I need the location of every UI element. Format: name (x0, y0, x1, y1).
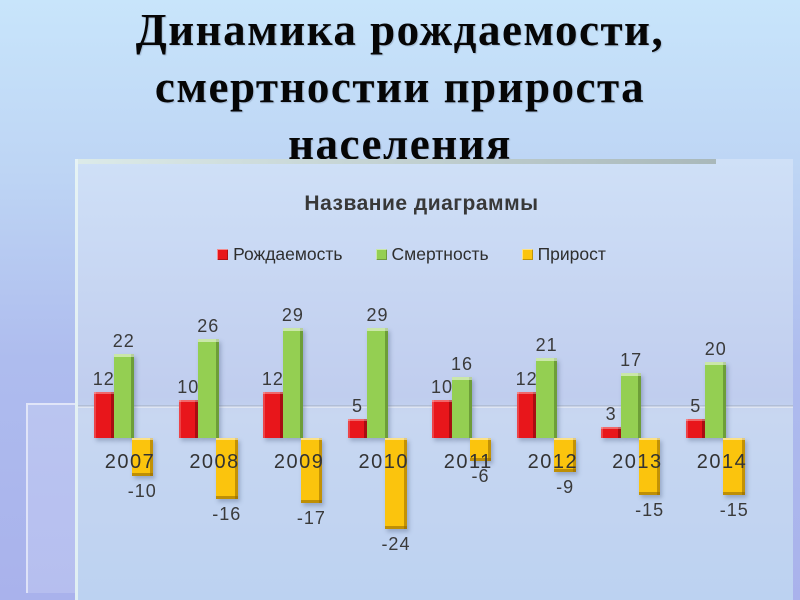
bar-growth-2014 (723, 438, 745, 495)
bar-death-2011 (451, 377, 473, 438)
value-label-growth-2010: -24 (381, 534, 411, 555)
category-label-2013: 2013 (612, 451, 663, 473)
bar-death-2010 (367, 327, 388, 438)
legend-swatch-birth (217, 249, 229, 260)
value-label-death-2009: 29 (281, 304, 304, 325)
bar-birth-2014 (685, 419, 706, 438)
bar-growth-2012 (554, 438, 576, 473)
value-label-death-2010: 29 (366, 304, 389, 325)
slide-title-line-1: Динамика рождаемости, (135, 5, 665, 55)
bar-growth-2007 (131, 438, 153, 476)
chart-legend: Рождаемость Смертность Прирост (54, 244, 769, 265)
bar-birth-2008 (178, 400, 199, 438)
bar-birth-2012 (516, 392, 537, 438)
bar-birth-2010 (347, 419, 368, 438)
category-label-2014: 2014 (696, 451, 748, 473)
bar-growth-2011 (469, 438, 492, 461)
chart-title: Название диаграммы (304, 192, 539, 215)
bar-death-2012 (536, 358, 557, 438)
chart-floor-glow (78, 408, 793, 600)
bar-death-2014 (705, 362, 726, 438)
legend-item-birth: Рождаемость (217, 244, 343, 265)
value-label-growth-2007: -10 (127, 481, 157, 501)
bar-birth-2007 (94, 392, 114, 438)
value-label-death-2008: 26 (197, 316, 220, 337)
value-label-birth-2013: 3 (605, 403, 617, 424)
value-label-growth-2012: -9 (556, 477, 575, 498)
legend-label-death: Смертность (391, 244, 489, 264)
value-label-death-2011: 16 (451, 354, 474, 375)
value-label-growth-2008: -16 (212, 503, 242, 524)
legend-item-death: Смертность (375, 244, 489, 265)
bar-death-2013 (620, 373, 642, 438)
value-label-growth-2011: -6 (471, 465, 490, 486)
bar-growth-2009 (300, 438, 323, 503)
legend-swatch-growth (521, 249, 533, 260)
bar-birth-2013 (601, 426, 621, 438)
slide-title-line-2: смертностии прироста (154, 62, 646, 112)
legend-swatch-death (375, 249, 387, 260)
bar-death-2008 (198, 339, 219, 438)
panel-top-strip (78, 159, 716, 164)
value-label-birth-2012: 12 (515, 369, 538, 390)
chart-panel: Название диаграммы Рождаемость Смертност… (75, 159, 793, 600)
legend-label-growth: Прирост (537, 244, 606, 264)
legend-label-birth: Рождаемость (233, 244, 343, 264)
bar-death-2007 (113, 354, 134, 438)
plot-area: 12 22 -10 2007 10 26 -16 2008 12 29 -17 2009 5 29 -24 2… (78, 159, 793, 600)
value-label-birth-2014: 5 (690, 396, 702, 416)
slide-title: Динамика рождаемости, смертностии прирос… (0, 2, 800, 173)
bar-birth-2009 (263, 392, 283, 438)
value-label-growth-2013: -15 (635, 500, 665, 520)
bar-growth-2008 (216, 438, 238, 499)
category-label-2007: 2007 (104, 451, 156, 473)
category-label-2011: 2011 (443, 451, 493, 473)
category-label-2008: 2008 (189, 451, 240, 473)
bar-growth-2010 (385, 438, 407, 530)
category-label-2012: 2012 (527, 451, 579, 473)
bar-birth-2011 (432, 400, 452, 438)
category-label-2009: 2009 (273, 451, 325, 473)
bar-growth-2013 (638, 438, 661, 495)
value-label-death-2014: 20 (704, 339, 727, 359)
value-label-death-2007: 22 (112, 331, 135, 352)
value-label-birth-2011: 10 (431, 377, 454, 397)
value-label-death-2012: 21 (535, 335, 558, 356)
legend-item-growth: Прирост (521, 244, 606, 265)
category-label-2010: 2010 (358, 451, 409, 473)
value-label-death-2013: 17 (620, 350, 643, 371)
value-label-birth-2010: 5 (351, 396, 363, 416)
bar-death-2009 (282, 327, 304, 438)
value-label-birth-2007: 12 (92, 369, 115, 390)
value-label-birth-2008: 10 (177, 377, 200, 397)
value-label-growth-2014: -15 (719, 500, 749, 520)
value-label-birth-2009: 12 (261, 369, 284, 390)
value-label-growth-2009: -17 (296, 507, 326, 528)
